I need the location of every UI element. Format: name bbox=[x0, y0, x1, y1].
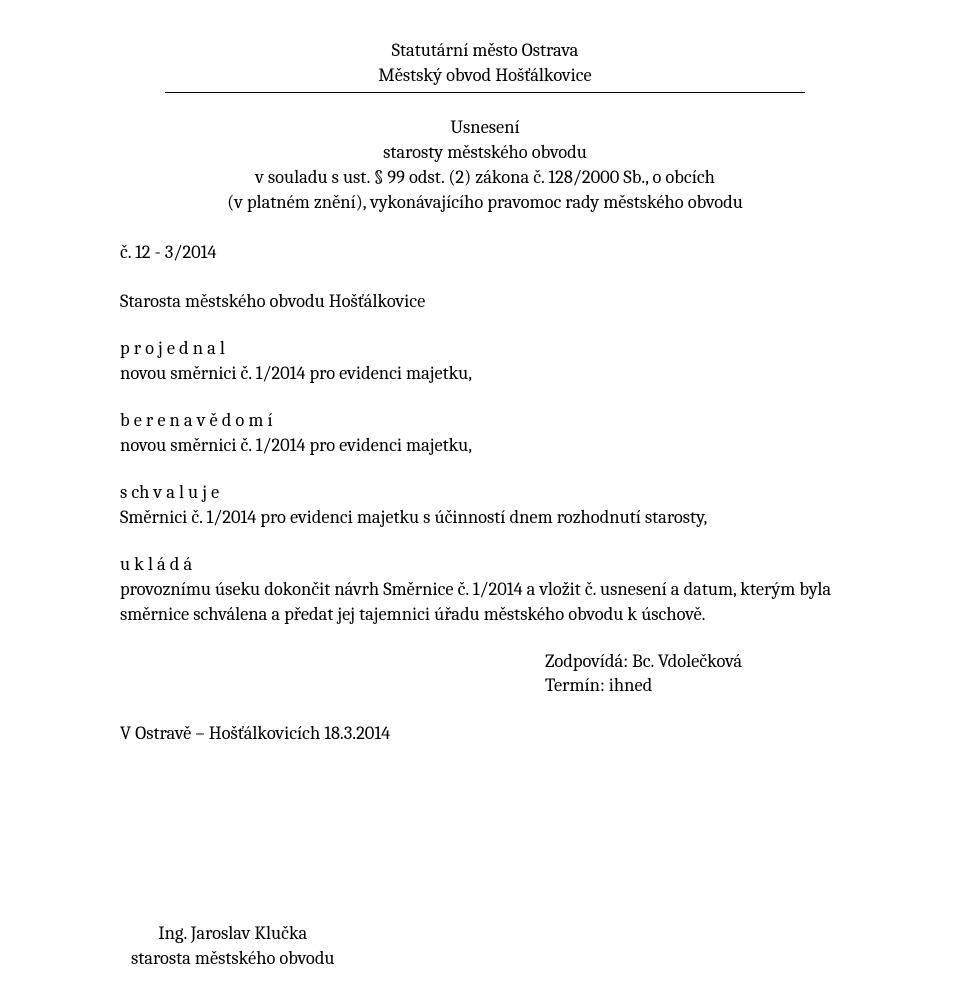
resolution-line4: (v platném znění), vykonávajícího pravom… bbox=[120, 190, 850, 215]
resolution-title: Usnesení bbox=[120, 115, 850, 140]
resolution-line3: v souladu s ust. § 99 odst. (2) zákona č… bbox=[120, 165, 850, 190]
paragraph-bere-na-vedomi: b e r e n a v ě d o m í novou směrnici č… bbox=[120, 408, 850, 458]
paragraph-intro-text: Starosta městského obvodu Hošťálkovice bbox=[120, 290, 425, 312]
header-city: Statutární město Ostrava bbox=[120, 38, 850, 63]
text-uklada: provoznímu úseku dokončit návrh Směrnice… bbox=[120, 578, 831, 625]
responsible-block: Zodpovídá: Bc. Vdolečková Termín: ihned bbox=[545, 649, 850, 699]
signature-name: Ing. Jaroslav Klučka bbox=[131, 921, 335, 946]
resolution-line2: starosty městského obvodu bbox=[120, 140, 850, 165]
paragraph-schvaluje: s ch v a l u j e Směrnici č. 1/2014 pro … bbox=[120, 480, 850, 530]
label-projednal: p r o j e d n a l bbox=[120, 337, 225, 359]
label-uklada: u k l á d á bbox=[120, 553, 192, 575]
document-header: Statutární město Ostrava Městský obvod H… bbox=[120, 38, 850, 88]
paragraph-projednal: p r o j e d n a l novou směrnici č. 1/20… bbox=[120, 336, 850, 386]
label-schvaluje: s ch v a l u j e bbox=[120, 481, 219, 503]
text-bere-na-vedomi: novou směrnici č. 1/2014 pro evidenci ma… bbox=[120, 434, 472, 456]
text-projednal: novou směrnici č. 1/2014 pro evidenci ma… bbox=[120, 362, 472, 384]
header-district: Městský obvod Hošťálkovice bbox=[120, 63, 850, 88]
header-divider bbox=[165, 92, 805, 93]
text-schvaluje: Směrnici č. 1/2014 pro evidenci majetku … bbox=[120, 506, 707, 528]
responsible-person: Zodpovídá: Bc. Vdolečková bbox=[545, 649, 850, 674]
signature-block: Ing. Jaroslav Klučka starosta městského … bbox=[131, 921, 335, 971]
signature-title: starosta městského obvodu bbox=[131, 946, 335, 971]
resolution-heading: Usnesení starosty městského obvodu v sou… bbox=[120, 115, 850, 215]
responsible-deadline: Termín: ihned bbox=[545, 673, 850, 698]
reference-number: č. 12 - 3/2014 bbox=[120, 241, 850, 263]
paragraph-intro: Starosta městského obvodu Hošťálkovice bbox=[120, 289, 850, 314]
paragraph-uklada: u k l á d á provoznímu úseku dokončit ná… bbox=[120, 552, 850, 627]
label-bere-na-vedomi: b e r e n a v ě d o m í bbox=[120, 409, 273, 431]
date-place-line: V Ostravě – Hošťálkovicích 18.3.2014 bbox=[120, 722, 850, 744]
